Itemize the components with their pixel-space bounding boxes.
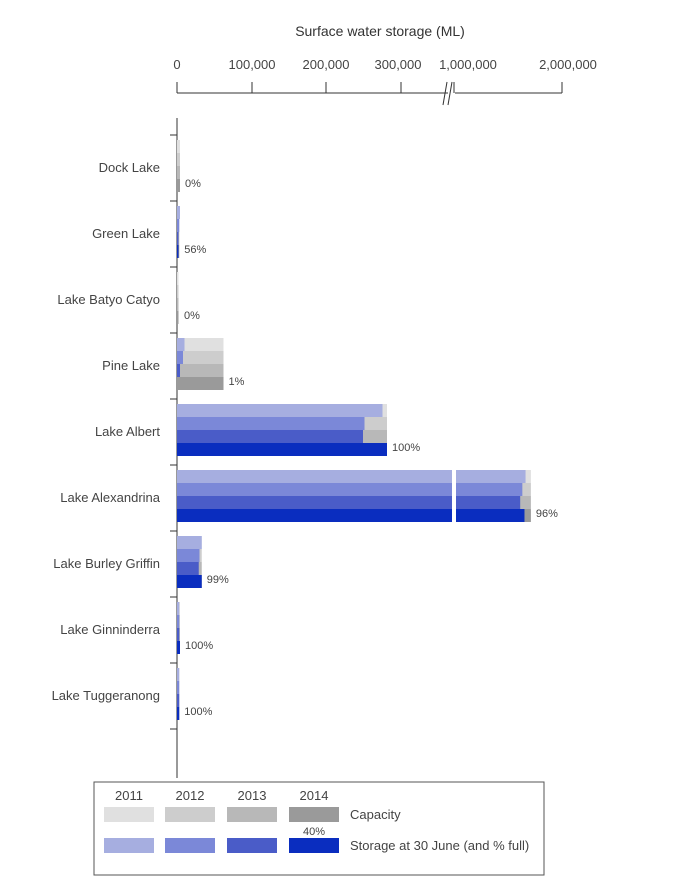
storage-bar [177,681,180,694]
storage-bar [177,443,387,456]
capacity-bar [177,298,179,311]
storage-bar [177,206,180,219]
percent-full-label: 100% [184,706,212,718]
percent-full-label: 100% [392,442,420,454]
capacity-bar [177,311,179,324]
storage-bar [177,615,180,628]
capacity-bar [177,272,179,285]
percent-full-label: 0% [185,178,201,190]
legend-capacity-swatch-2011 [104,807,154,822]
capacity-bar [177,140,180,153]
storage-bar [177,628,180,641]
x-tick-label: 300,000 [375,57,422,72]
storage-bar [177,232,179,245]
storage-bar [177,219,180,232]
x-axis: 0 100,000 200,000 300,000 1,000,000 2,000,000 [173,57,597,106]
storage-bar [177,430,363,443]
x-tick-label: 1,000,000 [439,57,497,72]
storage-bar [177,417,365,430]
capacity-bar [177,338,224,351]
storage-bar [177,483,523,496]
storage-bar [177,707,180,720]
legend-year-2013: 2013 [238,788,267,803]
capacity-bar [177,377,224,390]
axis-break-mark-left [442,81,448,106]
legend-storage-swatch-2013 [227,838,277,853]
x-tick-label: 100,000 [229,57,276,72]
percent-full-label: 100% [185,640,213,652]
legend: 2011 2012 2013 2014 Capacity 40% Storage… [93,781,545,876]
y-axis [170,118,178,778]
storage-bar [177,602,180,615]
percent-labels: 0% 56% 0% 1% 100% 96% 99% 100% 100% [184,178,558,718]
percent-full-label: 1% [229,376,245,388]
legend-year-2014: 2014 [300,788,329,803]
percent-full-label: 56% [184,244,206,256]
storage-bar [177,404,383,417]
bars-group [177,140,531,720]
storage-bar [177,338,185,351]
storage-bar [177,351,183,364]
category-label: Lake Albert [95,424,160,439]
category-label: Lake Batyo Catyo [57,292,160,307]
category-label: Dock Lake [99,160,160,175]
storage-bar [177,562,199,575]
category-labels: Dock Lake Green Lake Lake Batyo Catyo Pine … [52,160,161,703]
axis-break-mark-right [447,81,453,106]
x-tick-label: 0 [173,57,180,72]
capacity-bar [177,364,224,377]
legend-storage-label: Storage at 30 June (and % full) [350,838,529,853]
category-label: Lake Burley Griffin [53,556,160,571]
storage-bar [177,245,179,258]
percent-full-label: 96% [536,508,558,520]
legend-storage-swatch-2011 [104,838,154,853]
category-label: Lake Tuggeranong [52,688,160,703]
category-label: Lake Ginninderra [60,622,160,637]
legend-capacity-swatch-2013 [227,807,277,822]
storage-bar [177,549,200,562]
capacity-bar [177,179,180,192]
legend-storage-swatch-2012 [165,838,215,853]
legend-year-2012: 2012 [176,788,205,803]
legend-capacity-swatch-2014 [289,807,339,822]
legend-note: 40% [303,826,325,838]
category-label: Pine Lake [102,358,160,373]
x-tick-label: 200,000 [303,57,350,72]
storage-bar [177,364,180,377]
storage-bar [177,668,180,681]
capacity-bar [177,285,179,298]
capacity-bar [177,153,180,166]
category-label: Lake Alexandrina [60,490,161,505]
legend-year-2011: 2011 [115,788,143,803]
percent-full-label: 99% [207,574,229,586]
storage-bar [177,694,180,707]
legend-storage-swatch-2014 [289,838,339,853]
capacity-bar [177,351,224,364]
legend-capacity-label: Capacity [350,807,401,822]
legend-box [93,781,545,876]
storage-bar [177,470,526,483]
x-tick-label: 2,000,000 [539,57,597,72]
storage-bar [177,575,202,588]
legend-capacity-swatch-2012 [165,807,215,822]
storage-bar [177,641,180,654]
category-label: Green Lake [92,226,160,241]
percent-full-label: 0% [184,310,200,322]
x-axis-title: Surface water storage (ML) [295,23,465,39]
storage-bar [177,496,521,509]
storage-bar [177,536,202,549]
axis-break-gap [452,468,456,524]
capacity-bar [177,166,180,179]
storage-bar [177,509,525,522]
